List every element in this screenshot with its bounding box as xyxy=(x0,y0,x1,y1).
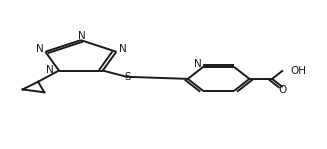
Text: N: N xyxy=(78,31,86,41)
Text: OH: OH xyxy=(290,66,306,76)
Text: O: O xyxy=(279,85,287,95)
Text: N: N xyxy=(36,44,43,54)
Text: N: N xyxy=(119,44,127,54)
Text: S: S xyxy=(124,72,131,82)
Text: N: N xyxy=(194,59,202,69)
Text: N: N xyxy=(46,65,54,75)
